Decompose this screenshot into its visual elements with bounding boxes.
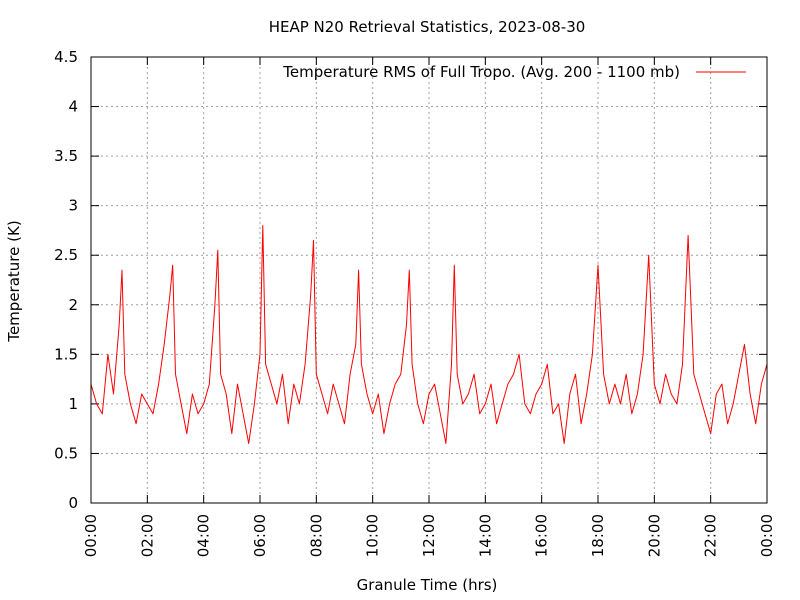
series: [90, 225, 768, 444]
tick-labels: 0 0.5 1 1.5 2 2.5 3 3.5 4 4.5 00:00 02:00 04:00 06:00…: [54, 48, 776, 557]
y-tick-label: 1: [68, 395, 78, 413]
x-tick-label: 16:00: [533, 514, 551, 557]
series-line: [90, 225, 768, 444]
x-tick-label: 04:00: [195, 514, 213, 557]
x-axis-label: Granule Time (hrs): [357, 576, 498, 594]
y-tick-label: 4.5: [54, 48, 78, 66]
x-tick-label: 00:00: [758, 514, 776, 557]
x-tick-label: 00:00: [82, 514, 100, 557]
legend: Temperature RMS of Full Tropo. (Avg. 200…: [282, 63, 746, 81]
y-tick-label: 1.5: [54, 345, 78, 363]
x-tick-label: 18:00: [589, 514, 607, 557]
y-tick-label: 3: [68, 197, 78, 215]
y-tick-label: 0.5: [54, 444, 78, 462]
y-tick-label: 3.5: [54, 147, 78, 165]
grid: [91, 57, 767, 503]
chart-title: HEAP N20 Retrieval Statistics, 2023-08-3…: [269, 18, 586, 36]
x-tick-label: 20:00: [645, 514, 663, 557]
y-tick-label: 2: [68, 296, 78, 314]
x-tick-label: 02:00: [138, 514, 156, 557]
x-tick-label: 08:00: [307, 514, 325, 557]
x-tick-label: 14:00: [476, 514, 494, 557]
ticks: [90, 56, 768, 504]
x-tick-label: 06:00: [251, 514, 269, 557]
plot-border: [90, 56, 768, 504]
y-axis-label: Temperature (K): [5, 220, 23, 342]
x-tick-label: 22:00: [702, 514, 720, 557]
legend-label: Temperature RMS of Full Tropo. (Avg. 200…: [282, 63, 680, 81]
y-tick-label: 2.5: [54, 246, 78, 264]
y-tick-label: 0: [68, 494, 78, 512]
y-tick-label: 4: [68, 98, 78, 116]
x-tick-label: 10:00: [364, 514, 382, 557]
x-tick-label: 12:00: [420, 514, 438, 557]
